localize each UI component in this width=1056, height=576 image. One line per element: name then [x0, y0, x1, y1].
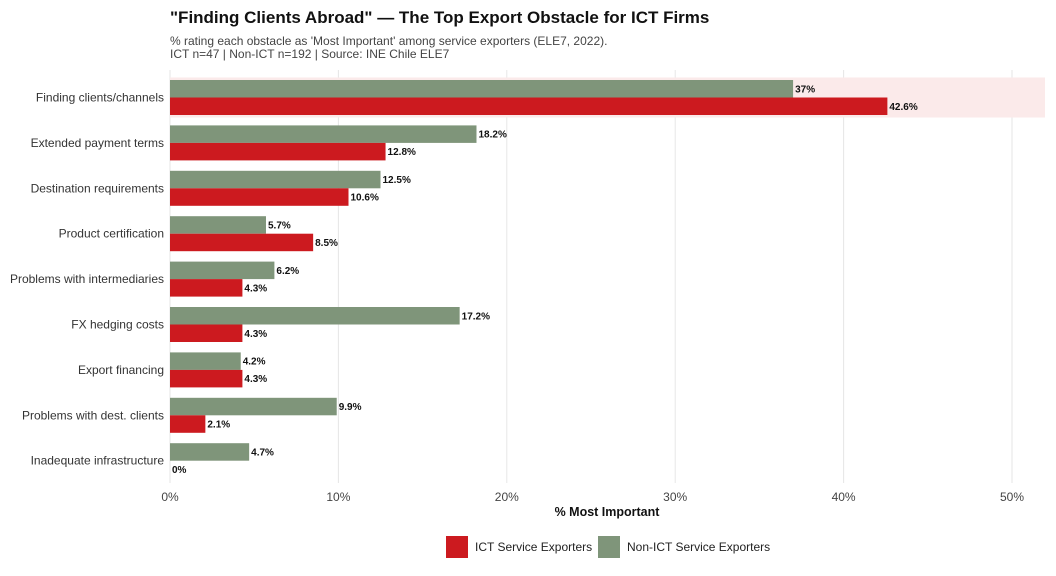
category-label: Extended payment terms	[31, 136, 164, 150]
data-label-non-ict: 5.7%	[268, 220, 291, 231]
legend-item-non-ict: Non-ICT Service Exporters	[598, 536, 770, 558]
bar-ict	[170, 324, 243, 342]
x-axis-title: % Most Important	[555, 505, 661, 519]
data-label-ict: 12.8%	[388, 147, 416, 158]
x-tick-label: 50%	[1000, 490, 1024, 504]
category-label: Product certification	[59, 227, 164, 241]
bar-non-ict	[170, 352, 241, 370]
bar-non-ict	[170, 443, 250, 461]
legend-label-non-ict: Non-ICT Service Exporters	[627, 540, 771, 554]
legend-swatch-non-ict	[598, 536, 620, 558]
data-label-ict: 10.6%	[351, 193, 379, 204]
category-label: Problems with intermediaries	[10, 272, 164, 286]
bar-non-ict	[170, 216, 266, 234]
chart-title: "Finding Clients Abroad" — The Top Expor…	[170, 8, 710, 27]
bar-ict	[170, 97, 888, 115]
x-tick-label: 30%	[663, 490, 687, 504]
bar-ict	[170, 279, 243, 297]
category-label: Inadequate infrastructure	[31, 454, 165, 468]
bar-non-ict	[170, 80, 794, 98]
x-tick-label: 20%	[495, 490, 519, 504]
data-label-non-ict: 12.5%	[383, 175, 411, 186]
bar-ict	[170, 369, 243, 388]
bar-ict	[170, 142, 386, 161]
bar-ict	[170, 233, 314, 252]
bar-ict	[170, 415, 206, 433]
category-label: Problems with dest. clients	[22, 408, 164, 422]
data-label-non-ict: 18.2%	[478, 130, 506, 141]
category-label: Finding clients/channels	[36, 91, 164, 105]
category-label: Export financing	[78, 363, 164, 377]
data-label-ict: 4.3%	[244, 283, 267, 294]
legend-label-ict: ICT Service Exporters	[475, 540, 593, 554]
bar-non-ict	[170, 261, 275, 280]
bar-ict	[170, 188, 349, 206]
data-label-non-ict: 17.2%	[462, 311, 490, 322]
data-label-ict: 2.1%	[207, 420, 230, 431]
data-label-ict: 4.3%	[244, 329, 267, 340]
data-label-ict: 42.6%	[889, 102, 917, 113]
bar-non-ict	[170, 125, 477, 143]
x-tick-label: 0%	[161, 490, 179, 504]
bar-non-ict	[170, 170, 381, 189]
data-label-non-ict: 9.9%	[339, 402, 362, 413]
data-label-ict: 0%	[172, 465, 187, 476]
data-label-non-ict: 37%	[795, 84, 815, 95]
data-label-ict: 8.5%	[315, 238, 338, 249]
chart-subtitle: % rating each obstacle as 'Most Importan…	[170, 34, 608, 48]
x-tick-label: 10%	[326, 490, 350, 504]
category-label: FX hedging costs	[71, 318, 164, 332]
category-label: Destination requirements	[31, 181, 164, 195]
chart-legend: ICT Service Exporters Non-ICT Service Ex…	[0, 536, 1056, 560]
x-tick-label: 40%	[832, 490, 856, 504]
legend-swatch-ict	[446, 536, 468, 558]
chart-source-note: ICT n=47 | Non-ICT n=192 | Source: INE C…	[170, 47, 450, 61]
bar-non-ict	[170, 397, 337, 416]
data-label-non-ict: 4.2%	[243, 357, 266, 368]
data-label-ict: 4.3%	[244, 374, 267, 385]
data-label-non-ict: 6.2%	[276, 266, 299, 277]
data-label-non-ict: 4.7%	[251, 447, 274, 458]
bar-non-ict	[170, 307, 460, 325]
legend-item-ict: ICT Service Exporters	[446, 536, 592, 558]
